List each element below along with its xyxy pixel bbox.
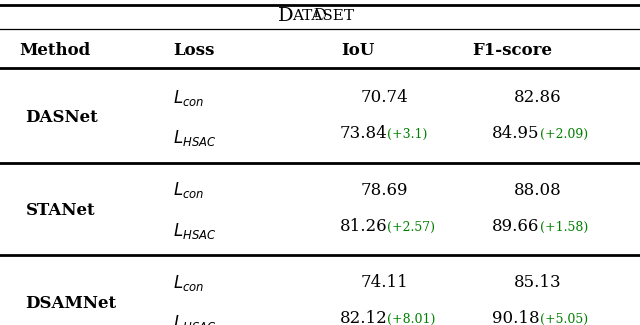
Text: 74.11: 74.11 bbox=[360, 274, 408, 291]
Text: Loss: Loss bbox=[173, 42, 214, 59]
Text: DSAMNet: DSAMNet bbox=[26, 294, 116, 312]
Text: 73.84: 73.84 bbox=[339, 125, 387, 142]
Text: Method: Method bbox=[19, 42, 90, 59]
Text: (+5.05): (+5.05) bbox=[540, 313, 588, 325]
Text: 82.12: 82.12 bbox=[339, 310, 387, 325]
Text: 90.18: 90.18 bbox=[492, 310, 540, 325]
Text: $L_{con}$: $L_{con}$ bbox=[173, 273, 204, 293]
Text: $L_{HSAC}$: $L_{HSAC}$ bbox=[173, 221, 216, 241]
Text: $L_{con}$: $L_{con}$ bbox=[173, 87, 204, 108]
Text: $L_{con}$: $L_{con}$ bbox=[173, 180, 204, 200]
Text: 78.69: 78.69 bbox=[360, 182, 408, 199]
Text: D: D bbox=[313, 7, 327, 24]
Text: DASNet: DASNet bbox=[26, 109, 99, 126]
Text: IoU: IoU bbox=[342, 42, 375, 59]
Text: (+2.57): (+2.57) bbox=[387, 221, 435, 234]
Text: 88.08: 88.08 bbox=[514, 182, 561, 199]
Text: (+2.09): (+2.09) bbox=[540, 128, 588, 141]
Text: 85.13: 85.13 bbox=[514, 274, 561, 291]
Text: 84.95: 84.95 bbox=[492, 125, 540, 142]
Text: 89.66: 89.66 bbox=[492, 218, 540, 235]
Text: D: D bbox=[278, 6, 294, 25]
Text: D: D bbox=[306, 7, 320, 24]
Text: (+3.1): (+3.1) bbox=[387, 128, 428, 141]
Text: 70.74: 70.74 bbox=[360, 89, 408, 106]
Text: Dataset: Dataset bbox=[286, 7, 354, 24]
Text: $L_{HSAC}$: $L_{HSAC}$ bbox=[173, 128, 216, 148]
Text: ATASET: ATASET bbox=[292, 8, 355, 23]
Text: F1-score: F1-score bbox=[472, 42, 552, 59]
Text: STANet: STANet bbox=[26, 202, 95, 219]
Text: $L_{HSAC}$: $L_{HSAC}$ bbox=[173, 313, 216, 325]
Text: 82.86: 82.86 bbox=[514, 89, 561, 106]
Text: (+1.58): (+1.58) bbox=[540, 221, 588, 234]
Text: 81.26: 81.26 bbox=[340, 218, 387, 235]
Text: (+8.01): (+8.01) bbox=[387, 313, 436, 325]
